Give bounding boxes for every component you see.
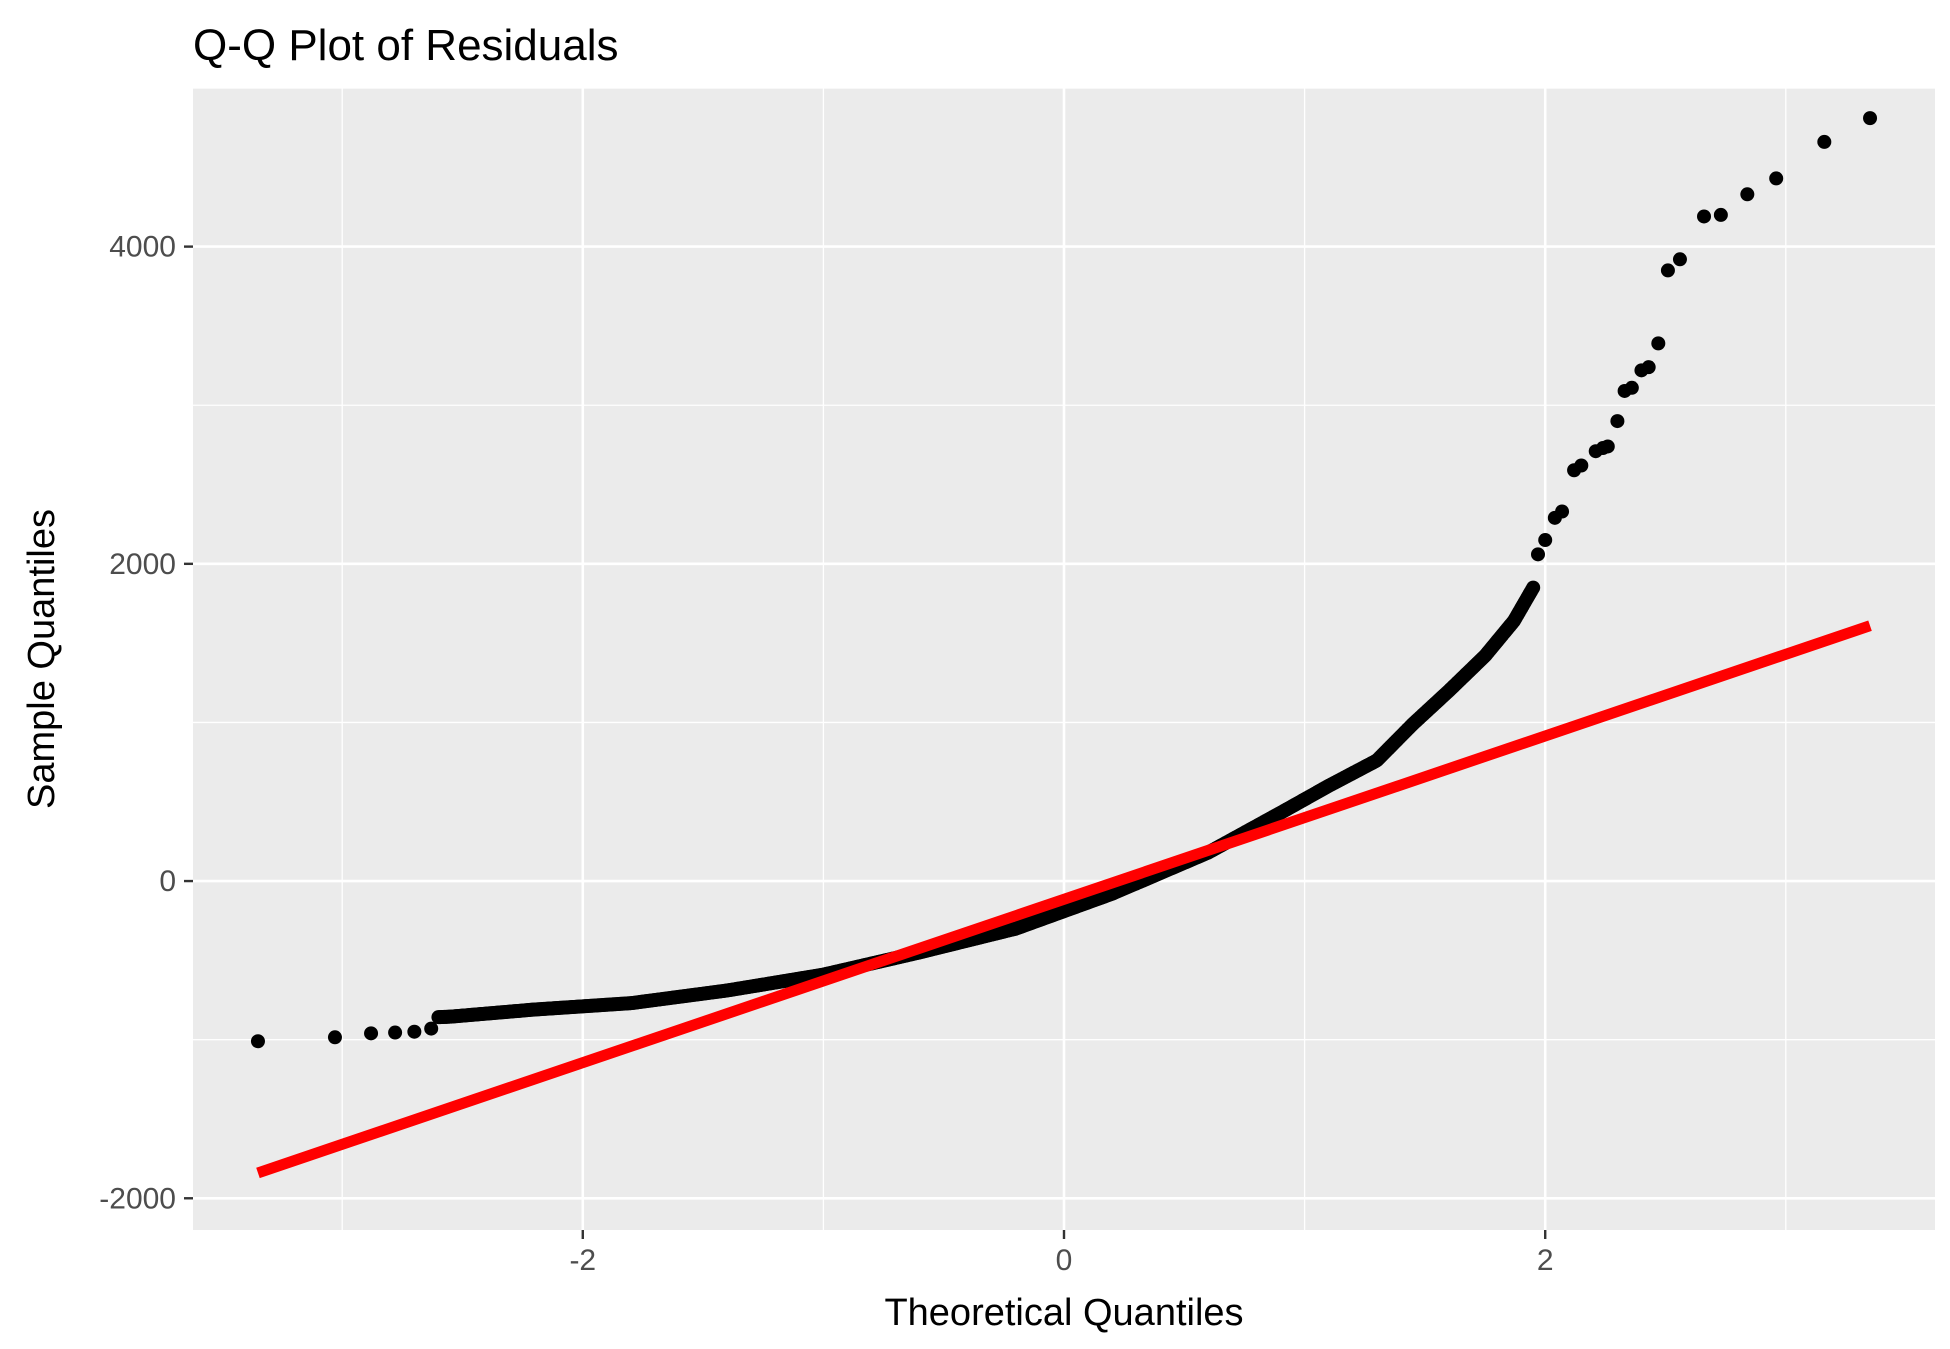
x-tick-label: 0 (1056, 1244, 1073, 1277)
data-point (1641, 360, 1656, 375)
data-point (1538, 533, 1553, 548)
data-point (1672, 252, 1687, 267)
data-point (1574, 458, 1589, 473)
grid-major (193, 88, 1935, 1230)
data-point (424, 1021, 439, 1036)
y-axis-title: Sample Quantiles (21, 509, 63, 809)
data-point (1600, 439, 1615, 454)
y-tick-label: 4000 (109, 231, 176, 264)
data-point (1740, 187, 1755, 202)
y-tick-label: 0 (159, 865, 176, 898)
data-point (1555, 504, 1570, 519)
data-point (1624, 380, 1639, 395)
data-point (1526, 580, 1541, 595)
data-point (1530, 547, 1545, 562)
x-axis-ticks: -2 0 2 (569, 1230, 1554, 1277)
data-point (1769, 171, 1784, 186)
chart-title: Q-Q Plot of Residuals (193, 21, 619, 70)
data-point (250, 1034, 265, 1049)
data-point (388, 1025, 403, 1040)
x-tick-label: -2 (569, 1244, 596, 1277)
x-tick-label: 2 (1537, 1244, 1554, 1277)
data-point (1817, 134, 1832, 149)
x-axis-title: Theoretical Quantiles (884, 1292, 1243, 1334)
y-tick-label: -2000 (99, 1182, 176, 1215)
data-point (364, 1026, 379, 1041)
reference-line (256, 620, 1872, 1179)
y-axis-ticks: -2000 0 2000 4000 (99, 231, 193, 1215)
data-point (1651, 336, 1666, 351)
data-point (327, 1030, 342, 1045)
data-point (1660, 263, 1675, 278)
data-point (407, 1024, 422, 1039)
data-point (1610, 414, 1625, 429)
data-point (1697, 209, 1712, 224)
data-point (1863, 111, 1878, 126)
data-point (1713, 207, 1728, 222)
y-tick-label: 2000 (109, 548, 176, 581)
